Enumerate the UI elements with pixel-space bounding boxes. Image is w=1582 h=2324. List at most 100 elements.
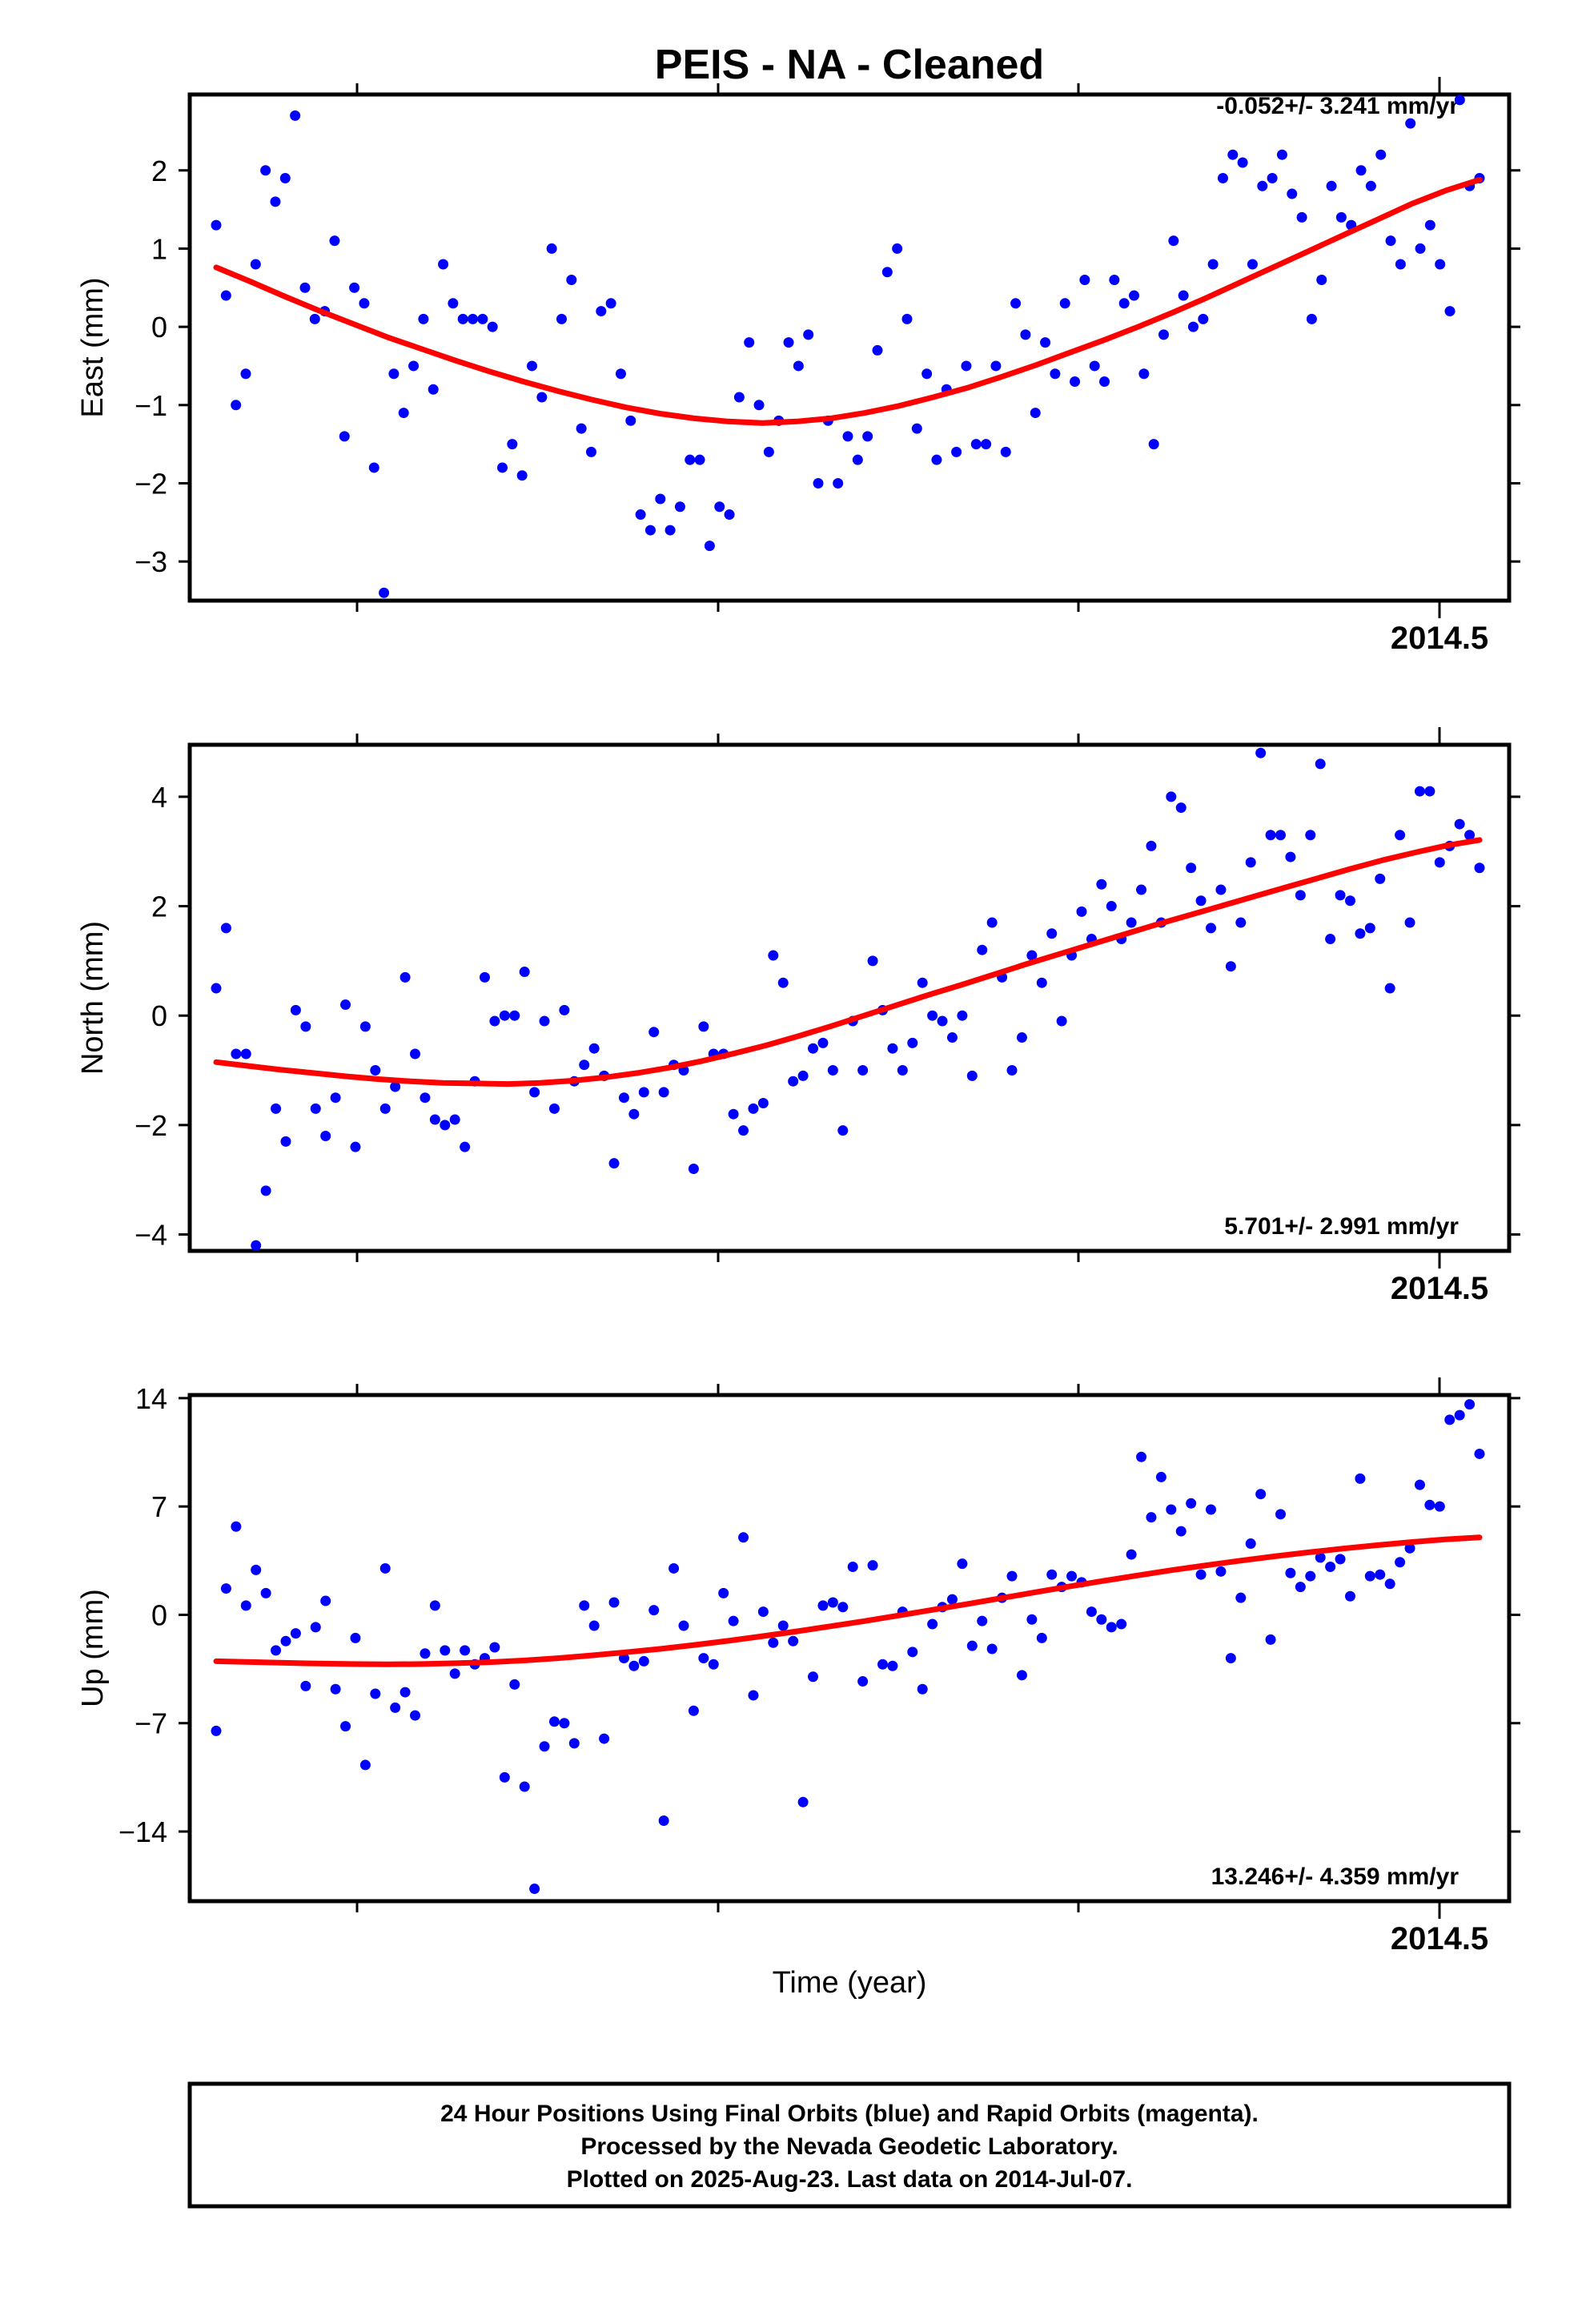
data-point xyxy=(379,1562,391,1574)
data-point xyxy=(1424,1499,1435,1510)
data-point xyxy=(1026,950,1038,961)
data-point xyxy=(576,423,587,434)
data-point xyxy=(290,110,301,121)
data-point xyxy=(753,400,765,411)
footer-box: 24 Hour Positions Using Final Orbits (bl… xyxy=(187,2081,1512,2209)
data-point xyxy=(1355,928,1366,939)
data-point xyxy=(1168,235,1179,247)
data-point xyxy=(618,1653,629,1664)
data-point xyxy=(429,1114,440,1125)
data-point xyxy=(685,454,696,465)
data-point xyxy=(231,400,242,411)
y-tick-label: 0 xyxy=(151,999,167,1032)
data-point xyxy=(1056,1015,1067,1027)
data-point xyxy=(608,1597,620,1608)
data-point xyxy=(359,298,370,309)
y-tick-label: 0 xyxy=(151,1598,167,1631)
data-point xyxy=(961,360,972,372)
y-tick-label: −2 xyxy=(135,467,167,500)
data-point xyxy=(579,1600,590,1611)
data-point xyxy=(1405,118,1416,129)
data-point xyxy=(1415,243,1426,254)
data-point xyxy=(1454,1409,1465,1421)
data-point xyxy=(757,1606,769,1618)
data-point xyxy=(618,1092,629,1104)
y-tick-label: −1 xyxy=(135,389,167,422)
data-point xyxy=(1040,337,1051,348)
data-point xyxy=(808,1671,819,1683)
data-point xyxy=(1325,1562,1336,1573)
data-point xyxy=(1315,1552,1326,1563)
data-point xyxy=(951,446,962,457)
data-point xyxy=(440,1120,451,1131)
data-point xyxy=(370,1065,381,1076)
data-point xyxy=(477,313,488,324)
data-point xyxy=(1364,923,1375,934)
x-tick-label: 2014.5 xyxy=(1391,1271,1488,1306)
data-point xyxy=(438,259,449,270)
data-point xyxy=(797,1796,809,1807)
data-point xyxy=(1050,368,1061,380)
data-point xyxy=(1295,1582,1306,1593)
data-point xyxy=(329,235,340,247)
data-point xyxy=(529,1087,540,1098)
footer-line-2: Processed by the Nevada Geodetic Laborat… xyxy=(580,2133,1118,2160)
data-point xyxy=(330,1683,341,1695)
data-point xyxy=(420,1092,431,1104)
data-point xyxy=(1296,211,1307,223)
data-point xyxy=(625,415,636,426)
data-point xyxy=(724,509,735,521)
data-point xyxy=(379,1103,391,1114)
data-point xyxy=(299,282,311,293)
data-point xyxy=(1198,313,1209,324)
y-tick-label: −3 xyxy=(135,545,167,578)
data-point xyxy=(1414,1479,1425,1490)
data-point xyxy=(1424,786,1435,797)
data-point xyxy=(638,1655,649,1667)
data-point xyxy=(1464,1399,1476,1410)
data-point xyxy=(546,243,557,254)
data-point xyxy=(536,392,548,403)
data-point xyxy=(1245,857,1256,868)
data-point xyxy=(1059,298,1070,309)
data-point xyxy=(1206,923,1217,934)
data-point xyxy=(300,1021,311,1032)
data-point xyxy=(400,1687,411,1698)
data-point xyxy=(1215,1566,1227,1577)
data-point xyxy=(1474,1448,1485,1459)
data-point xyxy=(568,1738,580,1749)
data-point xyxy=(231,1048,242,1059)
data-point xyxy=(429,1600,440,1611)
data-point xyxy=(1227,149,1239,160)
data-point xyxy=(1118,298,1130,309)
data-point xyxy=(744,337,755,348)
data-point xyxy=(777,977,789,988)
data-point xyxy=(548,1103,560,1114)
x-tick-label: 2014.5 xyxy=(1391,1921,1488,1956)
data-point xyxy=(410,1710,421,1721)
data-point xyxy=(658,1087,669,1098)
data-point xyxy=(1106,1622,1117,1633)
data-point xyxy=(1235,1592,1247,1603)
data-point xyxy=(1237,157,1248,168)
data-point xyxy=(339,431,350,442)
data-point xyxy=(548,1716,560,1727)
data-point xyxy=(1335,890,1346,901)
y-tick-label: 14 xyxy=(135,1382,167,1415)
data-point xyxy=(1404,917,1415,928)
rate-annotation: 5.701+/- 2.991 mm/yr xyxy=(1224,1213,1459,1240)
data-point xyxy=(398,408,409,419)
x-tick-label: 2014.5 xyxy=(1391,621,1488,656)
data-point xyxy=(519,1781,530,1792)
data-point xyxy=(519,967,530,978)
data-point xyxy=(892,243,903,254)
data-point xyxy=(688,1164,699,1175)
data-point xyxy=(1275,1509,1286,1520)
data-point xyxy=(872,344,883,356)
data-point xyxy=(1305,830,1316,841)
data-point xyxy=(698,1021,709,1032)
data-point xyxy=(990,360,1002,372)
data-point xyxy=(460,1141,471,1152)
data-point xyxy=(449,1668,460,1679)
data-point xyxy=(1384,1578,1395,1590)
